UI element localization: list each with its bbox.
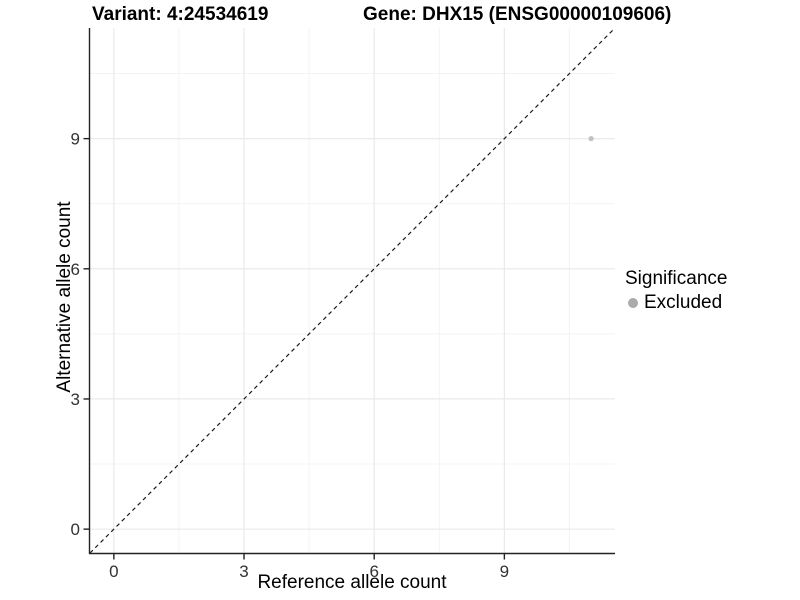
y-tick-label: 0 — [71, 520, 80, 539]
legend: Significance Excluded — [625, 268, 795, 314]
legend-key-dot — [628, 298, 638, 308]
legend-title: Significance — [625, 268, 728, 289]
y-axis-title: Alternative allele count — [54, 201, 75, 393]
y-tick-label: 6 — [71, 260, 80, 279]
x-axis-title: Reference allele count — [257, 572, 447, 593]
y-tick-label: 3 — [71, 390, 80, 409]
x-tick-label: 3 — [239, 562, 248, 581]
legend-item-label: Excluded — [644, 292, 723, 313]
x-tick-label: 0 — [109, 562, 118, 581]
x-tick-label: 9 — [500, 562, 509, 581]
data-point — [588, 136, 594, 142]
y-tick-label: 9 — [71, 130, 80, 149]
identity-reference-line — [89, 27, 616, 554]
x-tick-label: 6 — [369, 562, 378, 581]
plot-title-gene: Gene: DHX15 (ENSG00000109606) — [363, 4, 672, 25]
plot-title-variant: Variant: 4:24534619 — [92, 4, 269, 25]
legend-item-excluded: Excluded — [628, 292, 795, 314]
